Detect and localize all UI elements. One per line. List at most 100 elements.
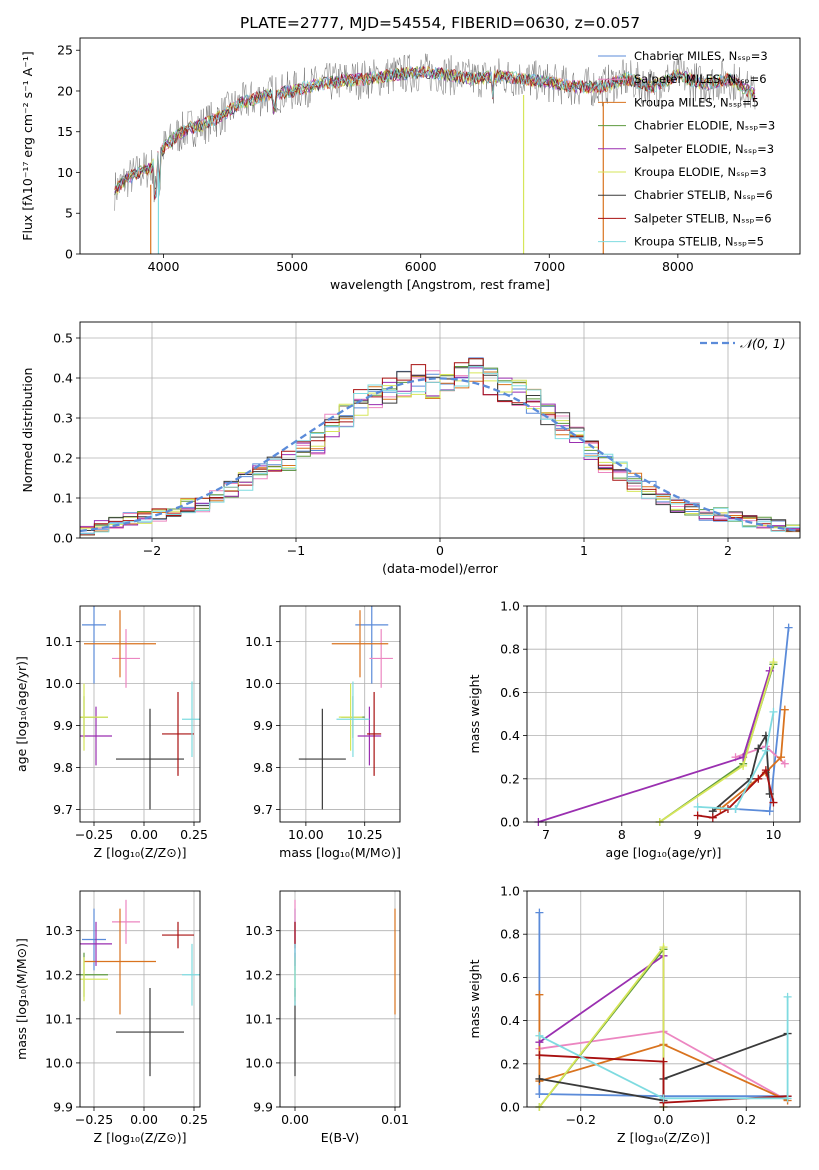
weight-line <box>659 664 775 822</box>
y-axis-label: mass [log₁₀(M/M⊙)] <box>14 938 29 1060</box>
y-tick-label: 0.8 <box>500 642 520 657</box>
x-tick-label: 8000 <box>662 259 694 274</box>
weight-point <box>777 753 786 762</box>
legend-label: 𝒩(0, 1) <box>740 336 786 351</box>
y-tick-label: 15 <box>57 124 73 139</box>
y-tick-label: 0.6 <box>500 970 520 985</box>
weight-vs-age-panel: 7 8 9 10 0.0 0.2 0.4 0.6 0.8 1.0 age [log₁₀(age/yr… <box>467 599 801 860</box>
x-tick-label: 0.01 <box>381 1112 409 1127</box>
y-tick-label: 10.0 <box>45 676 73 691</box>
y-axis-label: mass weight <box>467 959 482 1038</box>
mass-vs-z-panel: −0.25 0.00 0.25 9.9 10.0 10.1 10.2 10.3 Z [log₁₀… <box>14 890 208 1145</box>
weight-line <box>697 711 775 810</box>
x-tick-label: 4000 <box>148 259 180 274</box>
x-tick-label: 7 <box>542 827 550 842</box>
legend-label: Kroupa ELODIE, Nₛₛₚ=3 <box>634 165 767 179</box>
normal-curve <box>80 377 800 533</box>
weight-point <box>535 1031 544 1040</box>
y-tick-label: 10.1 <box>45 634 73 649</box>
weight-line <box>735 627 790 813</box>
x-tick-label: 8 <box>618 827 626 842</box>
axes-frame <box>79 890 201 1108</box>
x-tick-label: −0.25 <box>75 827 113 842</box>
legend-label: Chabrier MILES, Nₛₛₚ=3 <box>634 49 768 63</box>
y-tick-label: 0.6 <box>500 685 520 700</box>
y-tick-label: 5 <box>65 206 73 221</box>
weight-line <box>538 996 789 1100</box>
y-tick-label: 10.1 <box>245 1011 273 1026</box>
weight-point <box>535 1090 544 1099</box>
weight-line <box>538 670 771 822</box>
figure-title: PLATE=2777, MJD=54554, FIBERID=0630, z=0… <box>240 14 640 32</box>
y-tick-label: 0.0 <box>500 1100 520 1115</box>
y-tick-label: 9.9 <box>53 718 73 733</box>
x-tick-label: 0 <box>436 543 444 558</box>
y-tick-label: 0.2 <box>500 771 520 786</box>
weight-point <box>659 1094 668 1103</box>
y-tick-label: 10.0 <box>245 1055 273 1070</box>
x-tick-label: 0.00 <box>281 1112 309 1127</box>
weight-point <box>769 658 778 667</box>
y-tick-label: 0.4 <box>500 1013 520 1028</box>
weight-point <box>535 990 544 999</box>
weight-point <box>780 759 789 768</box>
weight-point <box>769 798 778 807</box>
y-tick-label: 25 <box>57 43 73 58</box>
axes-frame <box>526 605 801 823</box>
y-axis-label: Flux [fλ10⁻¹⁷ erg cm⁻² s⁻¹ A⁻¹] <box>20 51 35 240</box>
y-tick-label: 10.0 <box>45 1055 73 1070</box>
y-axis-label: Normed distribution <box>20 368 35 493</box>
x-tick-label: 5000 <box>276 259 308 274</box>
x-axis-label: (data-model)/error <box>382 561 499 576</box>
weight-line <box>659 661 775 822</box>
residual-histogram-panel: −2 −1 0 1 2 0.0 0.1 0.2 0.3 0.4 0.5 (data-model)/er… <box>20 321 801 576</box>
weight-point <box>693 811 702 820</box>
y-axis-label: mass weight <box>467 674 482 753</box>
weight-point <box>754 774 763 783</box>
y-tick-label: 0.2 <box>500 1056 520 1071</box>
weight-point <box>739 761 748 770</box>
x-tick-label: 2 <box>724 543 732 558</box>
y-tick-label: 9.8 <box>253 760 273 775</box>
x-tick-label: 6000 <box>405 259 437 274</box>
weight-line <box>719 709 786 810</box>
axes-frame <box>79 37 801 255</box>
y-tick-label: 0.8 <box>500 927 520 942</box>
legend-label: Kroupa MILES, Nₛₛₚ=5 <box>634 95 759 109</box>
weight-point <box>761 766 770 775</box>
y-tick-label: 0.1 <box>53 491 73 506</box>
x-tick-label: −0.25 <box>75 1112 113 1127</box>
spectrum-panel: 4000 5000 6000 7000 8000 0 5 10 15 20 25 wavelength… <box>20 37 801 292</box>
x-axis-label: mass [log₁₀(M/M⊙)] <box>279 845 401 860</box>
axes-frame <box>79 605 201 823</box>
axes-frame <box>279 890 401 1108</box>
y-tick-label: 1.0 <box>500 884 520 899</box>
weight-point <box>783 1094 792 1103</box>
y-tick-label: 0.2 <box>53 451 73 466</box>
y-tick-label: 9.7 <box>253 802 273 817</box>
x-tick-label: −0.2 <box>566 1112 596 1127</box>
weight-point <box>731 805 740 814</box>
weight-point <box>535 908 544 917</box>
x-axis-label: Z [log₁₀(Z/Z⊙)] <box>94 845 187 860</box>
weight-point <box>765 807 774 816</box>
y-tick-label: 9.9 <box>253 718 273 733</box>
legend-label: Salpeter MILES, Nₛₛₚ=6 <box>634 72 767 86</box>
x-tick-label: 0.00 <box>130 827 158 842</box>
y-tick-label: 0.5 <box>53 331 73 346</box>
weight-point <box>535 1051 544 1060</box>
x-tick-label: 10.25 <box>347 827 383 842</box>
legend-label: Chabrier ELODIE, Nₛₛₚ=3 <box>634 119 775 133</box>
y-tick-label: 20 <box>57 83 73 98</box>
axes-frame <box>279 605 401 823</box>
y-tick-label: 0 <box>65 247 73 262</box>
y-tick-label: 10.2 <box>245 967 273 982</box>
weight-point <box>784 623 793 632</box>
x-tick-label: 0.0 <box>654 1112 674 1127</box>
y-tick-label: 1.0 <box>500 599 520 614</box>
weight-point <box>693 802 702 811</box>
age-vs-mass-panel: 10.00 10.25 9.7 9.8 9.9 10.0 10.1 mass [log₁₀(M… <box>245 605 401 860</box>
weight-point <box>769 707 778 716</box>
y-tick-label: 10.0 <box>245 676 273 691</box>
